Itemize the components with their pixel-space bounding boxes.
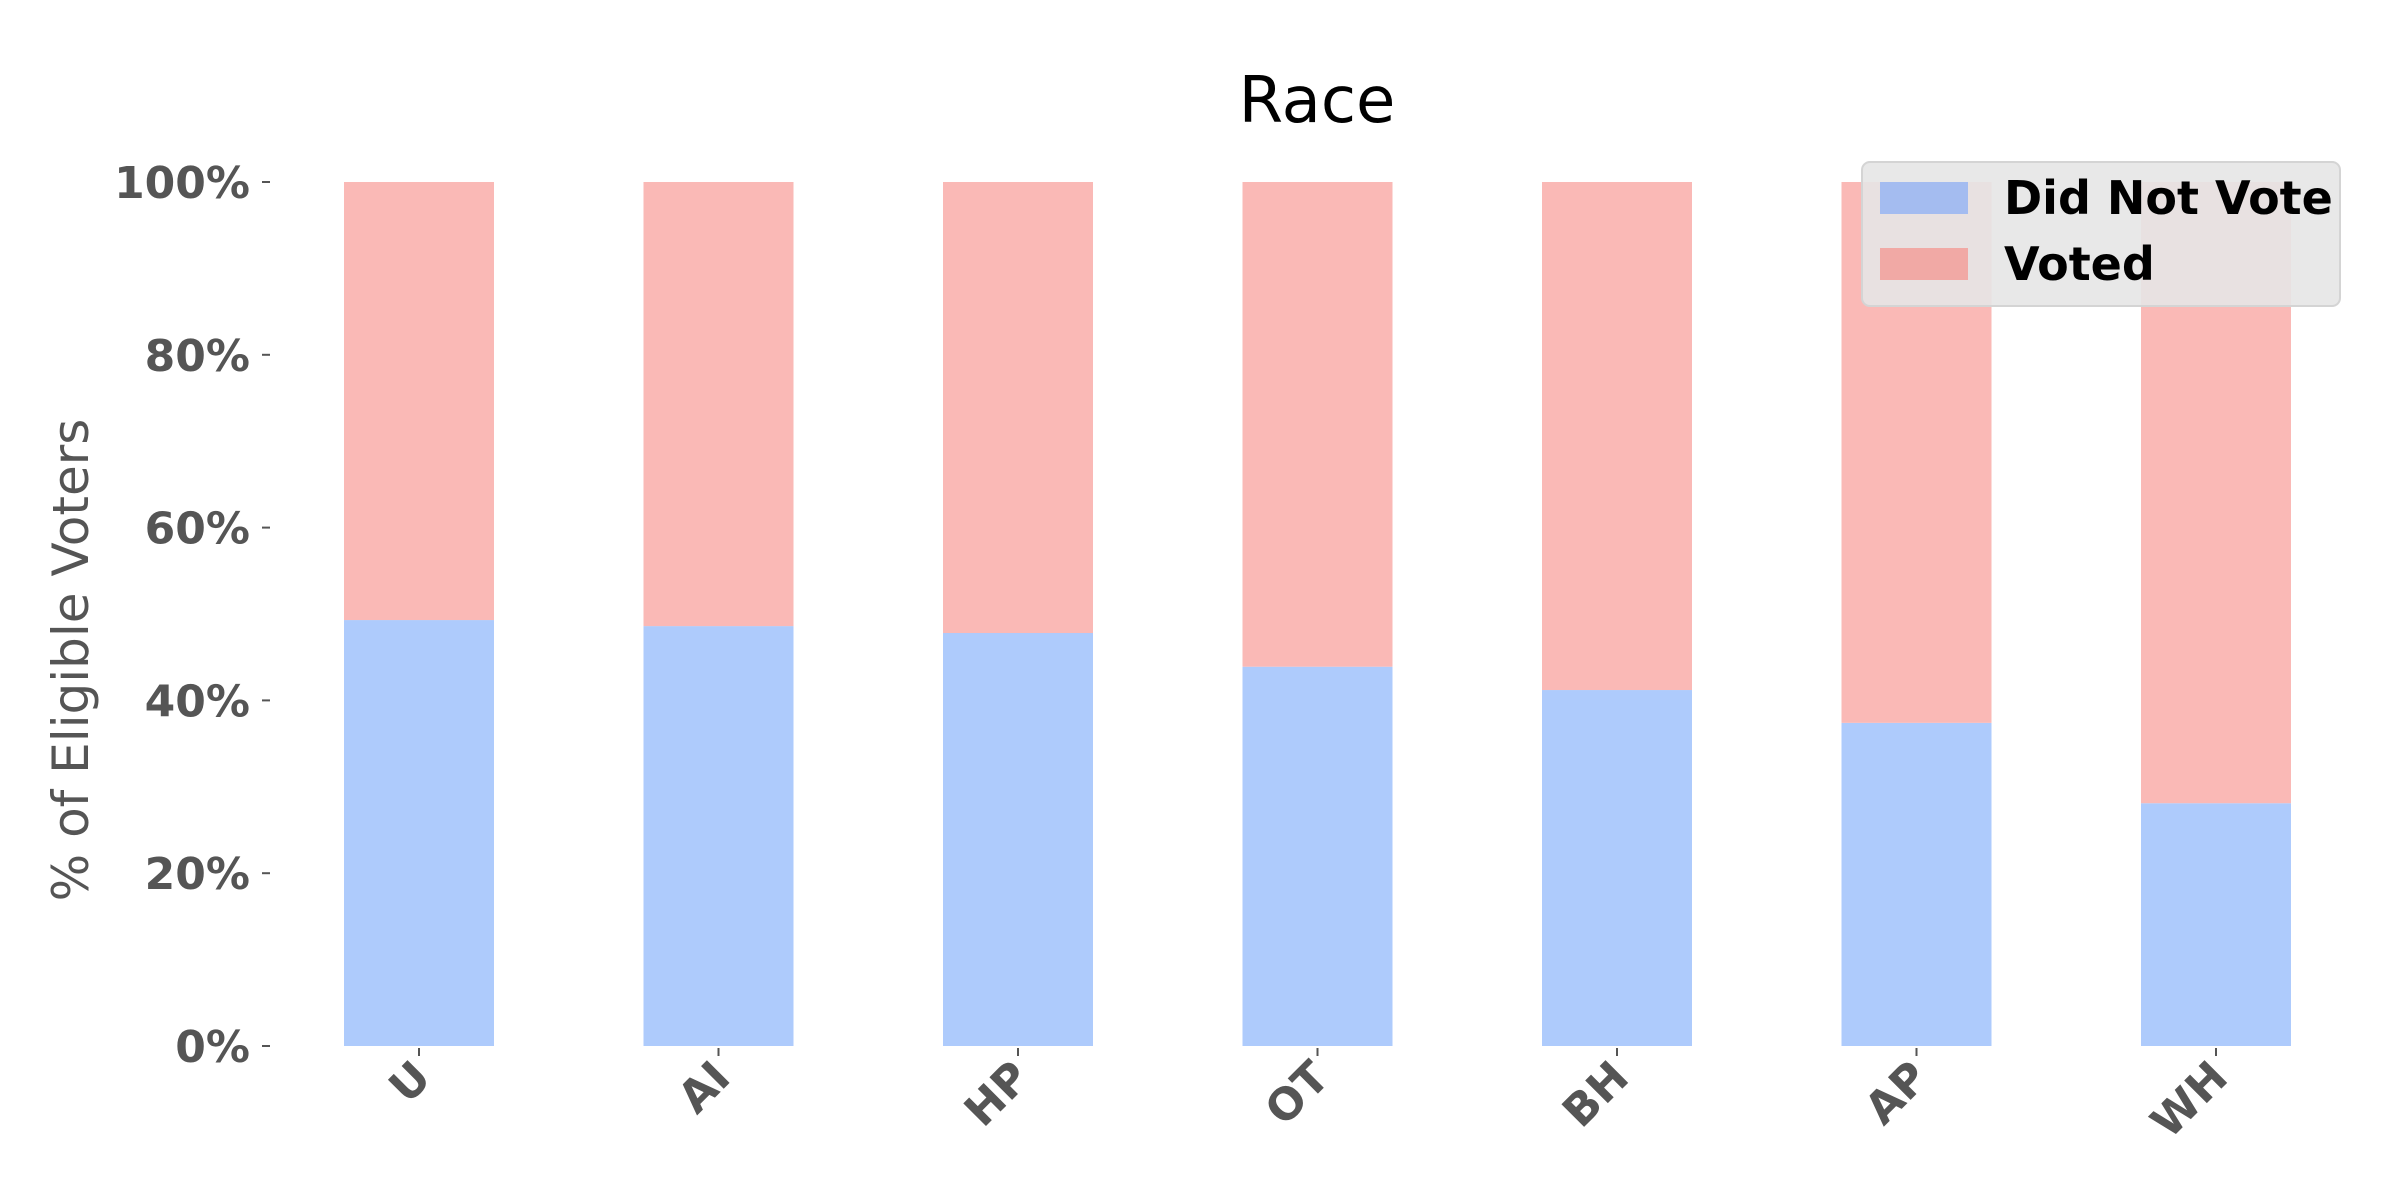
legend-swatch-voted — [1880, 248, 1968, 280]
bar-voted-bh — [1542, 182, 1692, 691]
legend: Did Not Vote Voted — [1861, 161, 2341, 307]
x-tick-label: OT — [1256, 1052, 1340, 1136]
bars-group — [344, 182, 2291, 1046]
y-tick-label: 40% — [145, 676, 250, 727]
x-tick-label: U — [379, 1052, 440, 1113]
bar-did-not-vote-ai — [643, 626, 794, 1046]
bar-voted-u — [344, 182, 494, 621]
bar-voted-hp — [943, 182, 1093, 634]
legend-label: Voted — [2004, 237, 2155, 291]
x-tick-label: HP — [955, 1052, 1040, 1137]
y-axis-label: % of Eligible Voters — [42, 419, 100, 902]
y-axis: 0% 20% 40% 60% 80% 100% — [114, 158, 270, 1073]
legend-swatch-did-not-vote — [1880, 182, 1968, 214]
x-tick-label: AI — [669, 1052, 741, 1124]
x-tick-label: WH — [2141, 1052, 2237, 1148]
bar-did-not-vote-u — [344, 620, 494, 1046]
y-tick-label: 0% — [175, 1022, 250, 1073]
bar-did-not-vote-wh — [2141, 803, 2291, 1046]
bar-voted-ai — [643, 182, 794, 627]
y-tick-label: 60% — [145, 504, 250, 555]
y-tick-label: 80% — [145, 331, 250, 382]
legend-box — [1861, 161, 2341, 307]
x-tick-label: AP — [1855, 1052, 1938, 1135]
chart-title: Race — [1239, 64, 1396, 138]
y-tick-label: 20% — [145, 849, 250, 900]
bar-did-not-vote-bh — [1542, 690, 1692, 1046]
bar-voted-ot — [1242, 182, 1393, 667]
bar-did-not-vote-hp — [943, 633, 1093, 1046]
bar-did-not-vote-ap — [1841, 722, 1992, 1046]
y-tick-label: 100% — [114, 158, 250, 209]
x-axis: U AI HP OT BH AP WH — [379, 1048, 2238, 1148]
bar-did-not-vote-ot — [1242, 666, 1393, 1046]
legend-label: Did Not Vote — [2004, 171, 2333, 225]
x-tick-label: BH — [1553, 1052, 1639, 1138]
